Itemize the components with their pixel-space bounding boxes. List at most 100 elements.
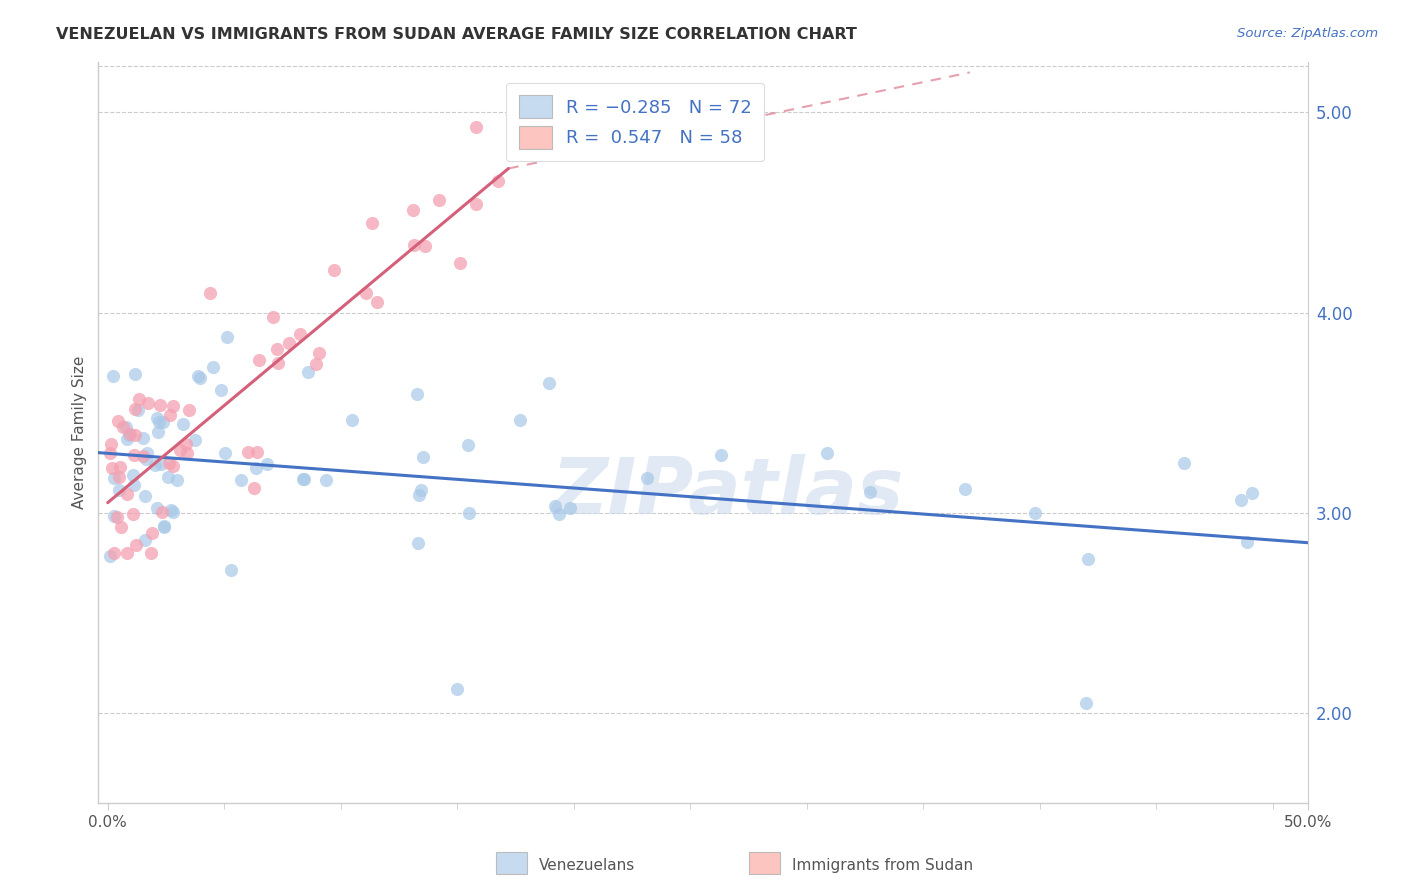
Point <box>110 520 132 534</box>
Point <box>537 376 560 391</box>
Point <box>132 431 155 445</box>
Point <box>292 471 315 485</box>
Point <box>176 445 198 459</box>
Point <box>153 519 176 533</box>
Point <box>246 445 269 459</box>
Point <box>1076 696 1098 710</box>
Point <box>214 446 236 460</box>
Point <box>98 549 121 564</box>
Point <box>548 507 571 521</box>
Point <box>146 411 169 425</box>
Point <box>292 473 315 487</box>
Point <box>103 546 125 560</box>
Point <box>157 470 180 484</box>
Point <box>247 352 270 367</box>
Point <box>108 460 131 475</box>
Point <box>108 469 131 483</box>
Point <box>402 202 425 217</box>
Point <box>1024 506 1046 520</box>
Point <box>360 216 382 230</box>
Point <box>150 505 173 519</box>
Point <box>315 473 337 487</box>
Point <box>117 432 139 446</box>
Text: Source: ZipAtlas.com: Source: ZipAtlas.com <box>1237 27 1378 40</box>
Text: Venezuelans: Venezuelans <box>538 858 634 872</box>
Point <box>322 263 344 277</box>
Point <box>162 505 184 519</box>
Point <box>131 449 153 463</box>
Point <box>457 506 479 520</box>
Point <box>115 546 138 560</box>
Point <box>415 239 437 253</box>
Point <box>135 452 157 467</box>
Point <box>229 473 252 487</box>
Point <box>103 369 125 384</box>
Y-axis label: Average Family Size: Average Family Size <box>72 356 87 509</box>
Point <box>184 433 207 447</box>
Text: Immigrants from Sudan: Immigrants from Sudan <box>792 858 973 872</box>
Point <box>135 446 157 460</box>
Point <box>457 438 479 452</box>
Point <box>209 384 232 398</box>
Point <box>408 488 430 502</box>
Point <box>166 473 188 487</box>
Point <box>157 456 180 470</box>
Point <box>465 197 488 211</box>
Point <box>103 470 125 484</box>
Point <box>118 427 141 442</box>
Point <box>139 546 162 560</box>
Point <box>124 428 146 442</box>
Point <box>636 471 658 485</box>
Point <box>427 193 450 207</box>
Point <box>305 357 328 371</box>
Point <box>464 120 486 134</box>
Point <box>174 436 197 450</box>
Point <box>219 563 242 577</box>
Point <box>1229 492 1251 507</box>
Point <box>172 417 194 431</box>
Point <box>354 285 377 300</box>
Point <box>122 507 145 521</box>
Point <box>412 450 434 465</box>
Point <box>122 477 145 491</box>
Legend: R = −0.285   N = 72, R =  0.547   N = 58: R = −0.285 N = 72, R = 0.547 N = 58 <box>506 83 765 161</box>
Point <box>177 402 200 417</box>
Point <box>217 329 239 343</box>
Point <box>117 487 139 501</box>
Point <box>1236 535 1258 549</box>
Point <box>486 174 509 188</box>
Point <box>105 510 128 524</box>
Point <box>815 446 838 460</box>
Point <box>118 426 141 441</box>
Point <box>134 490 156 504</box>
Point <box>124 367 146 381</box>
Point <box>122 448 145 462</box>
Point <box>201 360 224 375</box>
Point <box>146 500 169 515</box>
Point <box>169 443 191 458</box>
Point <box>449 256 471 270</box>
Point <box>101 460 124 475</box>
Point <box>108 483 131 498</box>
Point <box>124 402 146 417</box>
Point <box>187 368 209 383</box>
Point <box>1077 551 1099 566</box>
Point <box>128 392 150 406</box>
Point <box>513 95 536 110</box>
Point <box>148 415 170 429</box>
Point <box>262 310 284 325</box>
Point <box>509 413 531 427</box>
Point <box>1173 456 1195 470</box>
Point <box>149 457 172 471</box>
Point <box>159 409 181 423</box>
Point <box>149 399 172 413</box>
Point <box>342 413 364 427</box>
Point <box>955 482 977 496</box>
Point <box>190 371 212 385</box>
Text: VENEZUELAN VS IMMIGRANTS FROM SUDAN AVERAGE FAMILY SIZE CORRELATION CHART: VENEZUELAN VS IMMIGRANTS FROM SUDAN AVER… <box>56 27 858 42</box>
Point <box>162 459 184 474</box>
Point <box>100 437 122 451</box>
Point <box>141 526 163 541</box>
Point <box>162 400 184 414</box>
Point <box>308 346 330 360</box>
